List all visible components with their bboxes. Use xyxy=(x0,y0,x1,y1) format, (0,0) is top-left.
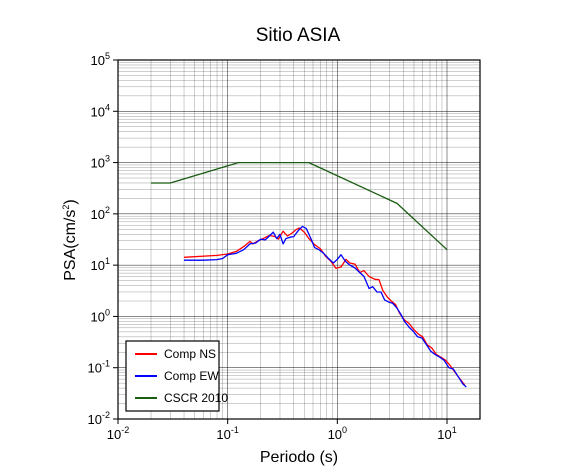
tick-exponent: -2 xyxy=(102,410,110,420)
x-tick-label: 101 xyxy=(437,425,456,442)
y-tick-label: 101 xyxy=(91,256,110,273)
tick-exponent: 1 xyxy=(105,256,110,266)
chart-series-group xyxy=(151,161,467,388)
tick-base: 10 xyxy=(88,412,102,427)
x-axis-label: Periodo (s) xyxy=(260,449,338,466)
tick-exponent: -1 xyxy=(231,425,239,435)
y-axis-label-superscript: 2 xyxy=(61,205,71,210)
legend-label: CSCR 2010 xyxy=(164,391,228,405)
x-tick-label: 10-2 xyxy=(107,425,129,442)
tick-base: 10 xyxy=(91,258,105,273)
y-axis-label: PSA(cm/s2) xyxy=(61,199,79,280)
tick-base: 10 xyxy=(91,207,105,222)
tick-exponent: 0 xyxy=(342,425,347,435)
plot-frame xyxy=(117,59,481,420)
tick-base: 10 xyxy=(437,427,451,442)
tick-exponent: -1 xyxy=(102,359,110,369)
y-tick-label: 105 xyxy=(91,51,110,68)
y-tick-label: 10-1 xyxy=(88,359,110,376)
tick-base: 10 xyxy=(107,427,121,442)
series-line-comp-ns xyxy=(183,227,466,386)
tick-exponent: 5 xyxy=(105,51,110,61)
tick-base: 10 xyxy=(91,104,105,119)
tick-exponent: 4 xyxy=(105,102,110,112)
y-tick-label: 10-2 xyxy=(88,410,110,427)
y-axis-label-close: ) xyxy=(62,199,79,204)
tick-base: 10 xyxy=(91,309,105,324)
legend-label: Comp EW xyxy=(164,369,219,383)
tick-base: 10 xyxy=(88,361,102,376)
chart-title: Sitio ASIA xyxy=(256,25,341,46)
y-tick-label: 104 xyxy=(91,102,110,119)
tick-exponent: 1 xyxy=(452,425,457,435)
tick-base: 10 xyxy=(328,427,342,442)
series-line-cscr-2010 xyxy=(151,161,448,251)
y-tick-label: 100 xyxy=(91,307,110,324)
x-tick-label: 100 xyxy=(328,425,347,442)
tick-exponent: -2 xyxy=(121,425,129,435)
legend-label: Comp NS xyxy=(164,347,216,361)
y-tick-label: 103 xyxy=(91,154,110,171)
tick-base: 10 xyxy=(91,53,105,68)
y-axis-label-main: PSA(cm/s xyxy=(62,210,79,281)
y-tick-label: 102 xyxy=(91,205,110,222)
x-axis-ticks: 10-2 10-1 100 101 xyxy=(107,419,457,442)
tick-exponent: 2 xyxy=(105,205,110,215)
series-line-comp-ew xyxy=(184,225,467,388)
legend: Comp NS Comp EW CSCR 2010 xyxy=(125,340,228,412)
tick-base: 10 xyxy=(91,156,105,171)
x-tick-label: 10-1 xyxy=(216,425,238,442)
tick-exponent: 0 xyxy=(105,307,110,317)
tick-base: 10 xyxy=(216,427,230,442)
tick-exponent: 3 xyxy=(105,154,110,164)
